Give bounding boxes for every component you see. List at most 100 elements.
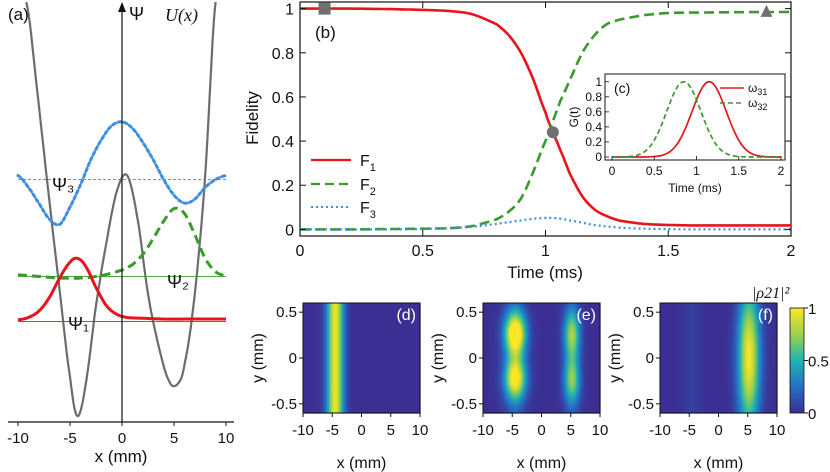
- heatmap-cell: [307, 305, 310, 308]
- heatmap-cell: [353, 385, 357, 388]
- heatmap-cell: [343, 349, 346, 352]
- heatmap-cell: [575, 335, 579, 338]
- heatmap-cell: [405, 393, 409, 396]
- heatmap-cell: [349, 309, 353, 312]
- heatmap-cell: [569, 327, 573, 330]
- heatmap-cell: [495, 311, 498, 314]
- heatmap-cell: [361, 355, 365, 358]
- heatmap-cell: [381, 331, 385, 334]
- heatmap-cell: [385, 347, 389, 350]
- heatmap-cell: [573, 355, 577, 358]
- heatmap-cell: [551, 323, 555, 326]
- heatmap-cell: [343, 375, 346, 378]
- heatmap-cell: [383, 373, 387, 376]
- heatmap-cell: [585, 323, 589, 326]
- heatmap-cell: [355, 409, 359, 412]
- heatmap-cell: [361, 351, 365, 354]
- heatmap-cell: [593, 333, 597, 336]
- heatmap-cell: [377, 377, 381, 380]
- heatmap-cell: [307, 379, 310, 382]
- heatmap-cell: [341, 383, 344, 386]
- heatmap-cell: [543, 327, 547, 330]
- heatmap-cell: [595, 345, 599, 348]
- heatmap-cell: [365, 311, 369, 314]
- heatmap-cell: [527, 353, 530, 356]
- heatmap-cell: [359, 399, 363, 402]
- heatmap-cell: [317, 323, 320, 326]
- heatmap-cell: [499, 353, 502, 356]
- heatmap-cell: [345, 319, 348, 322]
- heatmap-cell: [517, 355, 520, 358]
- heatmap-cell: [313, 343, 316, 346]
- heatmap-cell: [393, 359, 397, 362]
- heatmap-cell: [329, 311, 332, 314]
- heatmap-cell: [353, 403, 357, 406]
- heatmap-cell: [411, 371, 415, 374]
- heatmap-cell: [509, 313, 512, 316]
- heatmap-cell: [373, 399, 377, 402]
- heatmap-cell: [517, 333, 520, 336]
- heatmap-cell: [325, 401, 328, 404]
- heatmap-cell: [545, 321, 549, 324]
- heatmap-cell: [321, 323, 324, 326]
- heatmap-cell: [525, 329, 528, 332]
- heatmap-cell: [329, 365, 332, 368]
- heatmap-cell: [499, 351, 502, 354]
- heatmap-cell: [485, 331, 488, 334]
- heatmap-cell: [503, 331, 506, 334]
- heatmap-cell: [351, 325, 355, 328]
- heatmap-cell: [311, 315, 314, 318]
- heatmap-cell: [417, 399, 421, 402]
- heatmap-cell: [351, 357, 355, 360]
- heatmap-cell: [547, 349, 551, 352]
- heatmap-cell: [409, 323, 413, 326]
- heatmap-cell: [593, 347, 597, 350]
- heatmap-cell: [349, 335, 353, 338]
- heatmap-cell: [573, 309, 577, 312]
- heatmap-cell: [369, 333, 373, 336]
- heatmap-cell: [597, 339, 601, 342]
- heatmap-cell: [411, 393, 415, 396]
- heatmap-cell: [335, 391, 338, 394]
- heatmap-cell: [533, 343, 537, 346]
- heatmap-cell: [341, 343, 344, 346]
- heatmap-cell: [353, 365, 357, 368]
- heatmap-cell: [341, 305, 344, 308]
- heatmap-cell: [371, 389, 375, 392]
- heatmap-cell: [533, 303, 537, 306]
- heatmap-cell: [391, 403, 395, 406]
- heatmap-cell: [537, 339, 541, 342]
- heatmap-cell: [361, 409, 365, 412]
- heatmap-cell: [319, 407, 322, 410]
- heatmap-cell: [367, 391, 371, 394]
- heatmap-cell: [533, 347, 537, 350]
- heatmap-cell: [355, 343, 359, 346]
- heatmap-cell: [333, 373, 336, 376]
- heatmap-cell: [511, 335, 514, 338]
- heatmap-cell: [565, 331, 569, 334]
- heatmap-cell: [325, 403, 328, 406]
- heatmap-cell: [319, 313, 322, 316]
- heatmap-cell: [323, 349, 326, 352]
- heatmap-cell: [401, 351, 405, 354]
- heatmap-cell: [495, 325, 498, 328]
- heatmap-cell: [347, 309, 350, 312]
- heatmap-cell: [409, 327, 413, 330]
- heatmap-cell: [373, 379, 377, 382]
- heatmap-cell: [367, 349, 371, 352]
- heatmap-cell: [403, 347, 407, 350]
- heatmap-cell: [395, 361, 399, 364]
- heatmap-cell: [507, 319, 510, 322]
- heatmap-cell: [595, 309, 599, 312]
- heatmap-cell: [311, 387, 314, 390]
- heatmap-cell: [357, 371, 361, 374]
- heatmap-cell: [491, 321, 494, 324]
- heatmap-cell: [409, 335, 413, 338]
- heatmap-cell: [363, 375, 367, 378]
- heatmap-cell: [331, 345, 334, 348]
- heatmap-cell: [577, 355, 581, 358]
- heatmap-cell: [567, 345, 571, 348]
- heatmap-cell: [403, 387, 407, 390]
- heatmap-cell: [331, 389, 334, 392]
- heatmap-cell: [519, 343, 522, 346]
